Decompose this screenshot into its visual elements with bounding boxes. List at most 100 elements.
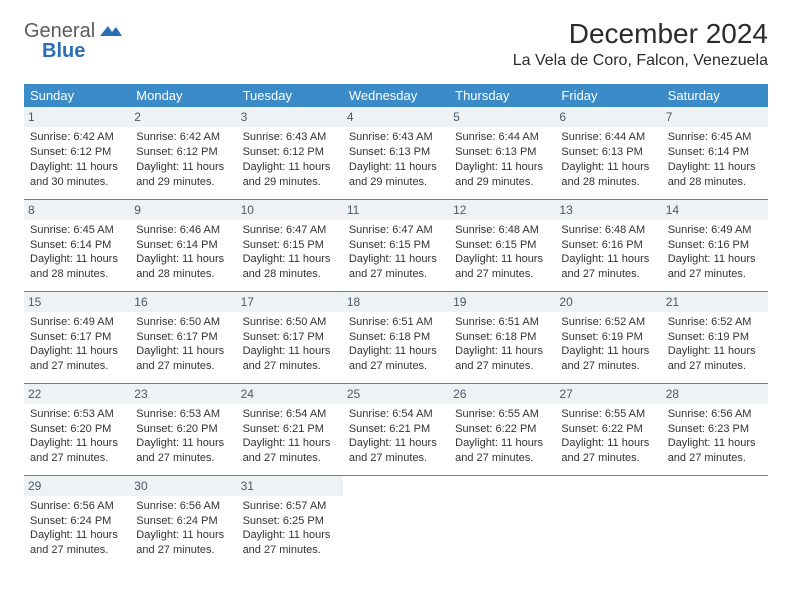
- calendar-cell: 11Sunrise: 6:47 AMSunset: 6:15 PMDayligh…: [343, 199, 449, 291]
- sunset-line: Sunset: 6:25 PM: [243, 514, 337, 529]
- calendar-cell: 20Sunrise: 6:52 AMSunset: 6:19 PMDayligh…: [555, 291, 661, 383]
- sunrise-line: Sunrise: 6:48 AM: [561, 223, 655, 238]
- sunrise-line: Sunrise: 6:56 AM: [668, 407, 762, 422]
- sunrise-line: Sunrise: 6:51 AM: [455, 315, 549, 330]
- daylight-line: Daylight: 11 hours and 27 minutes.: [136, 528, 230, 558]
- calendar-week: 15Sunrise: 6:49 AMSunset: 6:17 PMDayligh…: [24, 291, 768, 383]
- day-header: Sunday: [24, 84, 130, 107]
- daylight-line: Daylight: 11 hours and 27 minutes.: [561, 252, 655, 282]
- sunset-line: Sunset: 6:22 PM: [561, 422, 655, 437]
- sunrise-line: Sunrise: 6:49 AM: [30, 315, 124, 330]
- day-number: 30: [130, 476, 236, 496]
- sunset-line: Sunset: 6:19 PM: [668, 330, 762, 345]
- daylight-line: Daylight: 11 hours and 27 minutes.: [455, 436, 549, 466]
- sunset-line: Sunset: 6:12 PM: [136, 145, 230, 160]
- sunset-line: Sunset: 6:22 PM: [455, 422, 549, 437]
- sunrise-line: Sunrise: 6:44 AM: [561, 130, 655, 145]
- sunset-line: Sunset: 6:13 PM: [561, 145, 655, 160]
- sunset-line: Sunset: 6:19 PM: [561, 330, 655, 345]
- calendar-cell: 14Sunrise: 6:49 AMSunset: 6:16 PMDayligh…: [662, 199, 768, 291]
- calendar-week: 22Sunrise: 6:53 AMSunset: 6:20 PMDayligh…: [24, 383, 768, 475]
- day-number: 9: [130, 200, 236, 220]
- daylight-line: Daylight: 11 hours and 27 minutes.: [30, 344, 124, 374]
- sunrise-line: Sunrise: 6:52 AM: [561, 315, 655, 330]
- daylight-line: Daylight: 11 hours and 27 minutes.: [668, 344, 762, 374]
- sunrise-line: Sunrise: 6:43 AM: [349, 130, 443, 145]
- sunset-line: Sunset: 6:13 PM: [455, 145, 549, 160]
- brand-wave-icon: [100, 24, 122, 38]
- daylight-line: Daylight: 11 hours and 28 minutes.: [561, 160, 655, 190]
- calendar-cell: [449, 475, 555, 567]
- calendar-cell: 22Sunrise: 6:53 AMSunset: 6:20 PMDayligh…: [24, 383, 130, 475]
- calendar-cell: 15Sunrise: 6:49 AMSunset: 6:17 PMDayligh…: [24, 291, 130, 383]
- sunset-line: Sunset: 6:20 PM: [136, 422, 230, 437]
- brand-logo: General Blue: [24, 18, 122, 62]
- day-number: 8: [24, 200, 130, 220]
- calendar-week: 29Sunrise: 6:56 AMSunset: 6:24 PMDayligh…: [24, 475, 768, 567]
- day-number: 24: [237, 384, 343, 404]
- calendar-cell: 12Sunrise: 6:48 AMSunset: 6:15 PMDayligh…: [449, 199, 555, 291]
- day-header: Saturday: [662, 84, 768, 107]
- sunset-line: Sunset: 6:17 PM: [30, 330, 124, 345]
- sunrise-line: Sunrise: 6:54 AM: [349, 407, 443, 422]
- day-header: Wednesday: [343, 84, 449, 107]
- sunset-line: Sunset: 6:24 PM: [30, 514, 124, 529]
- sunset-line: Sunset: 6:14 PM: [668, 145, 762, 160]
- day-number: 16: [130, 292, 236, 312]
- day-number: 20: [555, 292, 661, 312]
- sunrise-line: Sunrise: 6:42 AM: [136, 130, 230, 145]
- day-header: Thursday: [449, 84, 555, 107]
- sunset-line: Sunset: 6:23 PM: [668, 422, 762, 437]
- day-number: 21: [662, 292, 768, 312]
- day-number: 13: [555, 200, 661, 220]
- sunset-line: Sunset: 6:16 PM: [561, 238, 655, 253]
- sunset-line: Sunset: 6:13 PM: [349, 145, 443, 160]
- title-block: December 2024 La Vela de Coro, Falcon, V…: [513, 18, 768, 70]
- calendar-cell: 23Sunrise: 6:53 AMSunset: 6:20 PMDayligh…: [130, 383, 236, 475]
- sunset-line: Sunset: 6:12 PM: [30, 145, 124, 160]
- day-number: 31: [237, 476, 343, 496]
- sunset-line: Sunset: 6:17 PM: [243, 330, 337, 345]
- day-number: 27: [555, 384, 661, 404]
- daylight-line: Daylight: 11 hours and 27 minutes.: [136, 436, 230, 466]
- calendar-cell: [555, 475, 661, 567]
- daylight-line: Daylight: 11 hours and 28 minutes.: [30, 252, 124, 282]
- sunset-line: Sunset: 6:21 PM: [349, 422, 443, 437]
- day-number: 18: [343, 292, 449, 312]
- calendar-cell: 21Sunrise: 6:52 AMSunset: 6:19 PMDayligh…: [662, 291, 768, 383]
- calendar-cell: 1Sunrise: 6:42 AMSunset: 6:12 PMDaylight…: [24, 107, 130, 199]
- sunrise-line: Sunrise: 6:56 AM: [136, 499, 230, 514]
- daylight-line: Daylight: 11 hours and 27 minutes.: [243, 436, 337, 466]
- daylight-line: Daylight: 11 hours and 27 minutes.: [349, 344, 443, 374]
- calendar-cell: 10Sunrise: 6:47 AMSunset: 6:15 PMDayligh…: [237, 199, 343, 291]
- calendar-cell: [662, 475, 768, 567]
- calendar-cell: 28Sunrise: 6:56 AMSunset: 6:23 PMDayligh…: [662, 383, 768, 475]
- sunset-line: Sunset: 6:16 PM: [668, 238, 762, 253]
- day-number: 11: [343, 200, 449, 220]
- sunset-line: Sunset: 6:17 PM: [136, 330, 230, 345]
- header: General Blue December 2024 La Vela de Co…: [24, 18, 768, 70]
- sunrise-line: Sunrise: 6:46 AM: [136, 223, 230, 238]
- sunset-line: Sunset: 6:14 PM: [30, 238, 124, 253]
- calendar-cell: 16Sunrise: 6:50 AMSunset: 6:17 PMDayligh…: [130, 291, 236, 383]
- brand-line2: Blue: [24, 40, 85, 62]
- sunrise-line: Sunrise: 6:54 AM: [243, 407, 337, 422]
- daylight-line: Daylight: 11 hours and 29 minutes.: [136, 160, 230, 190]
- sunrise-line: Sunrise: 6:55 AM: [455, 407, 549, 422]
- calendar-cell: 8Sunrise: 6:45 AMSunset: 6:14 PMDaylight…: [24, 199, 130, 291]
- daylight-line: Daylight: 11 hours and 28 minutes.: [668, 160, 762, 190]
- day-number: 25: [343, 384, 449, 404]
- sunrise-line: Sunrise: 6:42 AM: [30, 130, 124, 145]
- calendar-cell: 4Sunrise: 6:43 AMSunset: 6:13 PMDaylight…: [343, 107, 449, 199]
- calendar-cell: 13 Sunrise: 6:48 AMSunset: 6:16 PMDayligh…: [555, 199, 661, 291]
- daylight-line: Daylight: 11 hours and 27 minutes.: [668, 252, 762, 282]
- month-title: December 2024: [513, 18, 768, 50]
- location: La Vela de Coro, Falcon, Venezuela: [513, 52, 768, 70]
- calendar-week: 8Sunrise: 6:45 AMSunset: 6:14 PMDaylight…: [24, 199, 768, 291]
- sunrise-line: Sunrise: 6:44 AM: [455, 130, 549, 145]
- calendar-cell: 19Sunrise: 6:51 AMSunset: 6:18 PMDayligh…: [449, 291, 555, 383]
- daylight-line: Daylight: 11 hours and 27 minutes.: [136, 344, 230, 374]
- daylight-line: Daylight: 11 hours and 27 minutes.: [455, 252, 549, 282]
- day-number: 19: [449, 292, 555, 312]
- calendar-cell: 26Sunrise: 6:55 AMSunset: 6:22 PMDayligh…: [449, 383, 555, 475]
